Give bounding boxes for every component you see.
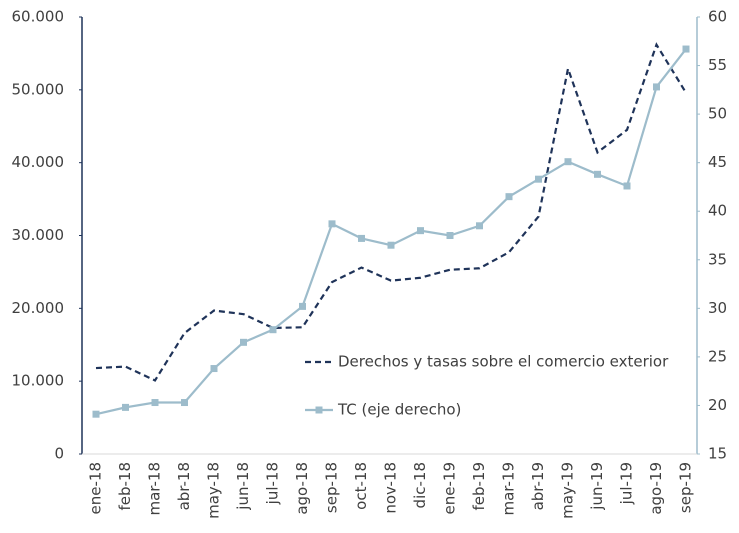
series-marker	[476, 222, 483, 230]
x-tick-label: oct-18	[352, 462, 370, 510]
series-marker	[151, 399, 159, 407]
series-marker	[387, 241, 395, 249]
y2-tick-label: 15	[708, 445, 727, 463]
series-marker	[181, 399, 188, 407]
y2-tick-label: 60	[708, 8, 727, 26]
y2-tick-label: 35	[708, 250, 727, 268]
y-tick-label: 0	[54, 445, 64, 463]
legend-label: Derechos y tasas sobre el comercio exter…	[338, 353, 669, 371]
series-marker	[417, 227, 424, 235]
y-tick-label: 10.000	[12, 372, 65, 390]
x-tick-label: abr-19	[529, 462, 547, 510]
series-marker	[299, 302, 306, 310]
x-tick-label: jun-18	[234, 462, 252, 511]
x-tick-label: jul-19	[618, 462, 636, 505]
legend-marker	[315, 406, 323, 414]
x-tick-label: jun-19	[588, 462, 606, 511]
y2-tick-label: 50	[708, 105, 727, 123]
y-tick-label: 50.000	[12, 80, 65, 98]
series-marker	[210, 365, 218, 373]
x-tick-label: sep-19	[677, 462, 695, 513]
y2-tick-label: 45	[708, 153, 727, 171]
y2-tick-label: 30	[708, 299, 727, 317]
x-tick-label: may-19	[559, 462, 577, 519]
x-tick-label: may-18	[205, 462, 223, 519]
x-tick-label: sep-18	[323, 462, 341, 513]
y-tick-label: 30.000	[12, 226, 65, 244]
series-marker	[328, 220, 336, 228]
x-tick-label: feb-19	[470, 462, 488, 511]
series-marker	[653, 83, 660, 91]
x-tick-label: ene-18	[87, 462, 105, 514]
y-tick-label: 40.000	[12, 153, 65, 171]
series-marker	[240, 338, 247, 346]
series-marker	[535, 175, 542, 183]
x-tick-label: jul-18	[264, 462, 282, 505]
series-marker	[505, 193, 513, 201]
x-tick-label: mar-19	[500, 462, 518, 516]
x-tick-label: nov-18	[382, 462, 400, 514]
series-marker	[623, 182, 631, 190]
x-tick-label: feb-18	[116, 462, 134, 511]
series-marker	[594, 170, 601, 178]
y2-tick-label: 25	[708, 347, 727, 365]
x-tick-label: mar-18	[146, 462, 164, 516]
series-marker	[358, 234, 365, 242]
x-tick-label: ago-19	[647, 462, 665, 515]
y-tick-label: 20.000	[12, 299, 65, 317]
series-marker	[122, 403, 129, 411]
x-tick-label: dic-18	[411, 462, 429, 508]
series-marker	[564, 158, 572, 166]
x-tick-label: abr-18	[175, 462, 193, 510]
series-line	[95, 42, 687, 382]
y-tick-label: 60.000	[12, 8, 65, 26]
legend-label: TC (eje derecho)	[337, 401, 461, 419]
series-marker	[92, 410, 100, 418]
x-tick-label: ene-19	[441, 462, 459, 514]
series-marker	[682, 45, 690, 53]
series-marker	[446, 232, 454, 239]
y2-tick-label: 20	[708, 396, 727, 414]
series-marker	[269, 326, 277, 334]
x-tick-label: ago-18	[293, 462, 311, 515]
y2-tick-label: 55	[708, 56, 727, 74]
y2-tick-label: 40	[708, 202, 727, 220]
